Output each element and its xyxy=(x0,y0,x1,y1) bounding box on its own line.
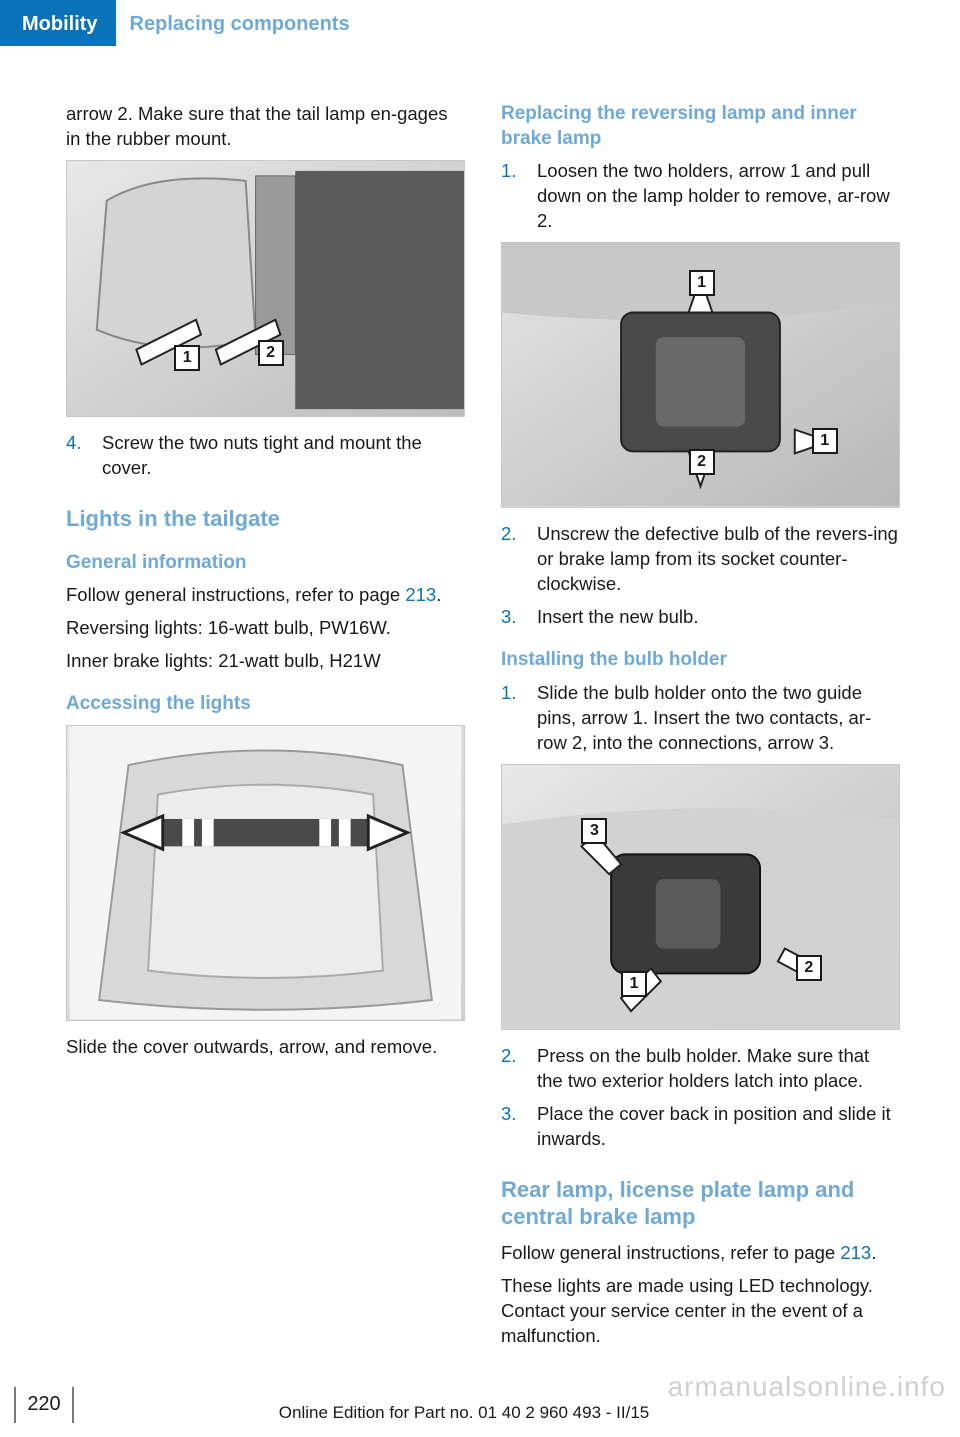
figure-tailgate xyxy=(66,725,465,1021)
step-list: 4. Screw the two nuts tight and mount th… xyxy=(66,431,465,481)
heading-accessing-lights: Accessing the lights xyxy=(66,692,465,717)
figure-label-2: 2 xyxy=(258,340,284,366)
tail-lamp-illustration xyxy=(67,161,464,417)
gi-part-a: Follow general instructions, refer to pa… xyxy=(66,584,405,605)
heading-installing-bulb-holder: Installing the bulb holder xyxy=(501,648,900,673)
figure-label-1: 1 xyxy=(689,270,715,296)
rear-lamp-line2: These lights are made using LED technolo… xyxy=(501,1274,900,1349)
install-step-3: 3. Place the cover back in position and … xyxy=(501,1102,900,1152)
page-link-213b[interactable]: 213 xyxy=(840,1242,871,1263)
step-text: Place the cover back in position and sli… xyxy=(537,1102,900,1152)
step-number: 3. xyxy=(501,605,523,630)
figure-label-2: 2 xyxy=(689,449,715,475)
figure-tail-lamp: 1 2 xyxy=(66,160,465,417)
heading-lights-tailgate: Lights in the tailgate xyxy=(66,505,465,533)
replace-steps-2: 2. Unscrew the defective bulb of the rev… xyxy=(501,522,900,630)
step-text: Unscrew the defective bulb of the revers… xyxy=(537,522,900,597)
step-text: Screw the two nuts tight and mount the c… xyxy=(102,431,465,481)
install-steps-1: 1. Slide the bulb holder onto the two gu… xyxy=(501,681,900,756)
general-info-line3: Inner brake lights: 21-watt bulb, H21W xyxy=(66,649,465,674)
figure-label-3: 3 xyxy=(581,818,607,844)
general-info-line1: Follow general instructions, refer to pa… xyxy=(66,583,465,608)
gi-part-b: . xyxy=(436,584,441,605)
watermark: armanualsonline.info xyxy=(668,1371,946,1403)
access-lights-text: Slide the cover outwards, arrow, and rem… xyxy=(66,1035,465,1060)
step-text: Press on the bulb holder. Make sure that… xyxy=(537,1044,900,1094)
intro-text: arrow 2. Make sure that the tail lamp en… xyxy=(66,102,465,152)
content-columns: arrow 2. Make sure that the tail lamp en… xyxy=(0,46,960,1357)
step-number: 4. xyxy=(66,431,88,481)
page-link-213[interactable]: 213 xyxy=(405,584,436,605)
footer: 220 Online Edition for Part no. 01 40 2 … xyxy=(0,1403,960,1423)
figure-label-2: 2 xyxy=(796,955,822,981)
step-4: 4. Screw the two nuts tight and mount th… xyxy=(66,431,465,481)
step-number: 3. xyxy=(501,1102,523,1152)
step-number: 1. xyxy=(501,159,523,234)
heading-rear-lamp: Rear lamp, license plate lamp and centra… xyxy=(501,1176,900,1231)
header-bar: Mobility Replacing components xyxy=(0,0,960,46)
step-number: 2. xyxy=(501,522,523,597)
left-column: arrow 2. Make sure that the tail lamp en… xyxy=(66,102,465,1357)
figure-label-1b: 1 xyxy=(812,428,838,454)
page-number: 220 xyxy=(27,1393,60,1416)
rear-lamp-line1: Follow general instructions, refer to pa… xyxy=(501,1241,900,1266)
step-number: 1. xyxy=(501,681,523,756)
step-number: 2. xyxy=(501,1044,523,1094)
rl-part-b: . xyxy=(871,1242,876,1263)
install-steps-2: 2. Press on the bulb holder. Make sure t… xyxy=(501,1044,900,1152)
footer-text: Online Edition for Part no. 01 40 2 960 … xyxy=(28,1403,900,1423)
header-subsection: Replacing components xyxy=(116,0,368,46)
tailgate-illustration xyxy=(67,726,464,1020)
figure-label-1: 1 xyxy=(174,345,200,371)
rl-part-a: Follow general instructions, refer to pa… xyxy=(501,1242,840,1263)
step-text: Insert the new bulb. xyxy=(537,605,698,630)
install-step-2: 2. Press on the bulb holder. Make sure t… xyxy=(501,1044,900,1094)
replace-step-3: 3. Insert the new bulb. xyxy=(501,605,900,630)
heading-replacing-reversing: Replacing the reversing lamp and inner b… xyxy=(501,102,900,151)
figure-label-1: 1 xyxy=(621,971,647,997)
bulb-holder-install-illustration xyxy=(502,765,899,1028)
replace-step-2: 2. Unscrew the defective bulb of the rev… xyxy=(501,522,900,597)
figure-bulb-holder-install: 3 1 2 xyxy=(501,764,900,1030)
heading-general-info: General information xyxy=(66,551,465,576)
step-text: Loosen the two holders, arrow 1 and pull… xyxy=(537,159,900,234)
install-step-1: 1. Slide the bulb holder onto the two gu… xyxy=(501,681,900,756)
page-number-box: 220 xyxy=(14,1387,74,1423)
header-section: Mobility xyxy=(0,0,116,46)
page: Mobility Replacing components arrow 2. M… xyxy=(0,0,960,1437)
replace-step-1: 1. Loosen the two holders, arrow 1 and p… xyxy=(501,159,900,234)
step-text: Slide the bulb holder onto the two guide… xyxy=(537,681,900,756)
general-info-line2: Reversing lights: 16-watt bulb, PW16W. xyxy=(66,616,465,641)
figure-lamp-holder: 1 2 1 xyxy=(501,242,900,508)
right-column: Replacing the reversing lamp and inner b… xyxy=(501,102,900,1357)
replace-steps-1: 1. Loosen the two holders, arrow 1 and p… xyxy=(501,159,900,234)
